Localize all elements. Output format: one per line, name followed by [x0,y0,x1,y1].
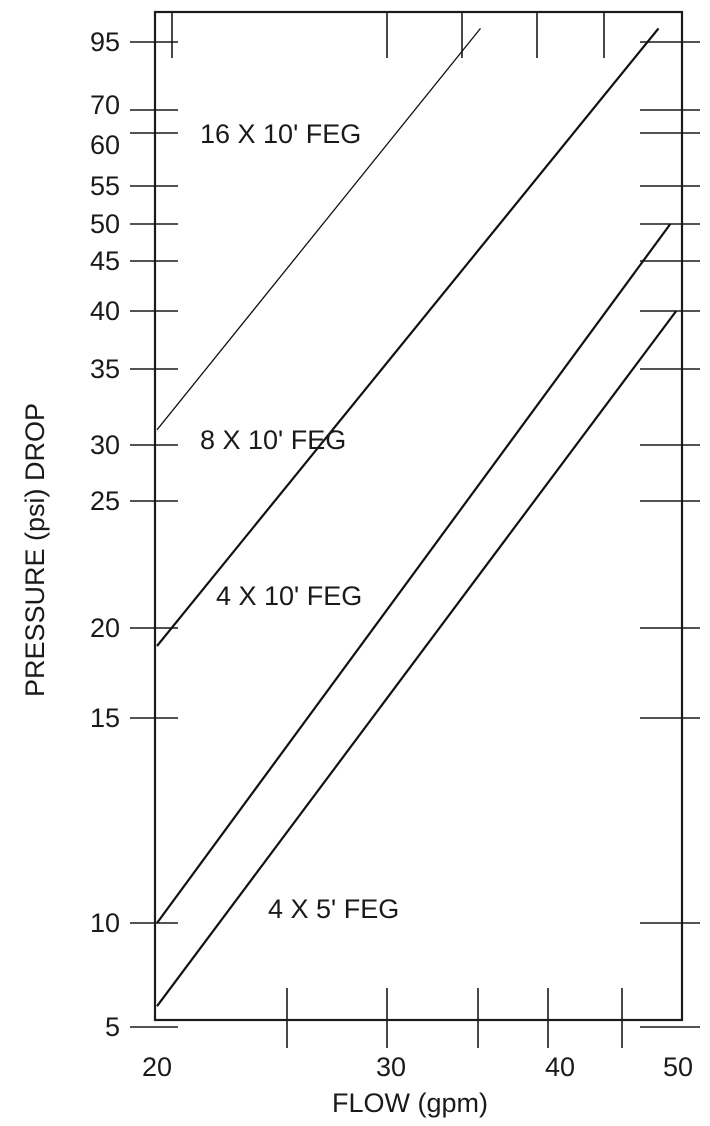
y-tick-label: 45 [90,246,120,276]
y-tick-label: 15 [90,703,120,733]
y-tick-label: 20 [90,613,120,643]
x-axis-title: FLOW (gpm) [332,1088,488,1118]
y-tick-label: 40 [90,296,120,326]
series-line-4 [156,310,678,1007]
series-label: 4 X 10' FEG [216,581,362,611]
y-tick-label: 50 [90,209,120,239]
plot-frame [153,10,684,1022]
x-tick-labels: 20 30 40 50 [142,1052,693,1082]
tick-marks [130,12,700,1048]
series-label: 16 X 10' FEG [200,119,361,149]
y-tick-label: 95 [90,27,120,57]
series-label: 8 X 10' FEG [200,425,346,455]
y-tick-label: 70 [90,90,120,120]
y-tick-label: 5 [105,1012,120,1042]
y-tick-label: 30 [90,430,120,460]
series-labels: 16 X 10' FEG 8 X 10' FEG 4 X 10' FEG 4 X 5'… [200,119,399,924]
series-lines [156,27,678,1007]
y-axis-title: PRESSURE (psi) DROP [20,403,50,697]
y-tick-label: 10 [90,908,120,938]
x-tick-label: 50 [663,1052,693,1082]
y-tick-label: 25 [90,486,120,516]
x-tick-label: 40 [545,1052,575,1082]
series-line-3 [156,223,672,924]
y-tick-labels: 5 10 15 20 25 30 35 40 45 50 55 60 70 95 [90,27,120,1042]
y-tick-label: 60 [90,130,120,160]
series-label: 4 X 5' FEG [268,894,399,924]
series-line-1 [156,27,482,431]
y-tick-label: 55 [90,171,120,201]
series-line-2 [156,27,660,647]
x-tick-label: 20 [142,1052,172,1082]
x-tick-label: 30 [376,1052,406,1082]
y-tick-label: 35 [90,354,120,384]
